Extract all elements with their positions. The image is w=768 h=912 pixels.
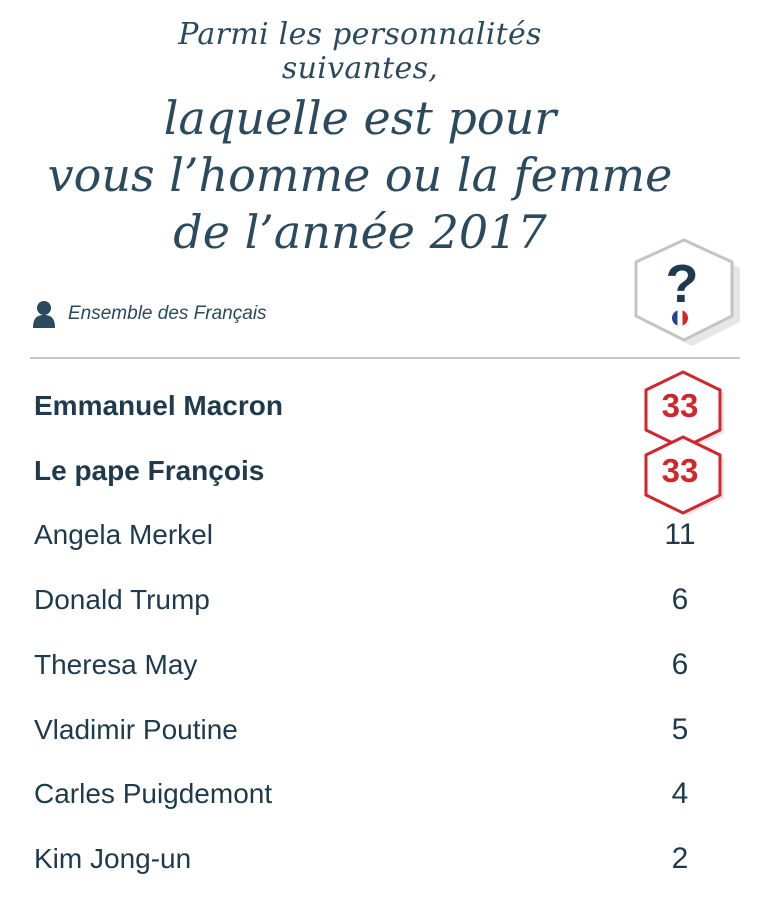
title-line-3: laquelle est pour — [163, 91, 557, 145]
question-mark: ? — [666, 254, 699, 314]
person-name: Kim Jong-un — [34, 842, 192, 874]
chart-title: Parmi les personnalités suivantes, laque… — [0, 18, 720, 261]
person-name: Angela Merkel — [34, 519, 213, 551]
title-line-4: vous l’homme ou la femme — [47, 148, 673, 202]
table-row: Donald Trump 6 — [0, 568, 768, 632]
table-row: Carles Puigdemont 4 — [0, 762, 768, 826]
audience-filter: Ensemble des Français — [32, 298, 267, 330]
percentage-value: 11 — [664, 518, 696, 552]
question-hexagon-icon: ? — [634, 238, 740, 346]
percentage-value: 6 — [671, 647, 689, 681]
percentage-value: 4 — [671, 777, 689, 811]
highlight-hexagon-icon — [644, 435, 724, 515]
french-flag-icon — [672, 310, 688, 326]
audience-label: Ensemble des Français — [68, 303, 267, 324]
title-line-2: suivantes, — [281, 51, 439, 86]
percentage-value: 33 — [661, 451, 699, 489]
table-row: Emmanuel Macron 33 — [0, 370, 768, 450]
person-name: Theresa May — [34, 648, 198, 680]
table-row: Vladimir Poutine 5 — [0, 698, 768, 762]
person-name: Donald Trump — [34, 584, 210, 616]
person-name: Vladimir Poutine — [34, 713, 238, 745]
percentage-value: 6 — [671, 583, 689, 617]
person-icon — [33, 301, 55, 328]
percentage-value: 5 — [671, 712, 689, 746]
title-line-1: Parmi les personnalités — [178, 17, 542, 52]
table-row: Angela Merkel 11 — [0, 503, 768, 567]
table-row: Kim Jong-un 2 — [0, 827, 768, 891]
person-name: Carles Puigdemont — [34, 778, 273, 810]
person-name: Le pape François — [34, 454, 265, 486]
person-name: Emmanuel Macron — [34, 390, 283, 421]
table-row: Theresa May 6 — [0, 633, 768, 697]
percentage-value: 2 — [671, 841, 689, 875]
divider — [30, 357, 740, 359]
table-row: Le pape François 33 — [0, 435, 768, 515]
percentage-value: 33 — [661, 387, 699, 424]
title-line-5: de l’année 2017 — [173, 205, 547, 259]
